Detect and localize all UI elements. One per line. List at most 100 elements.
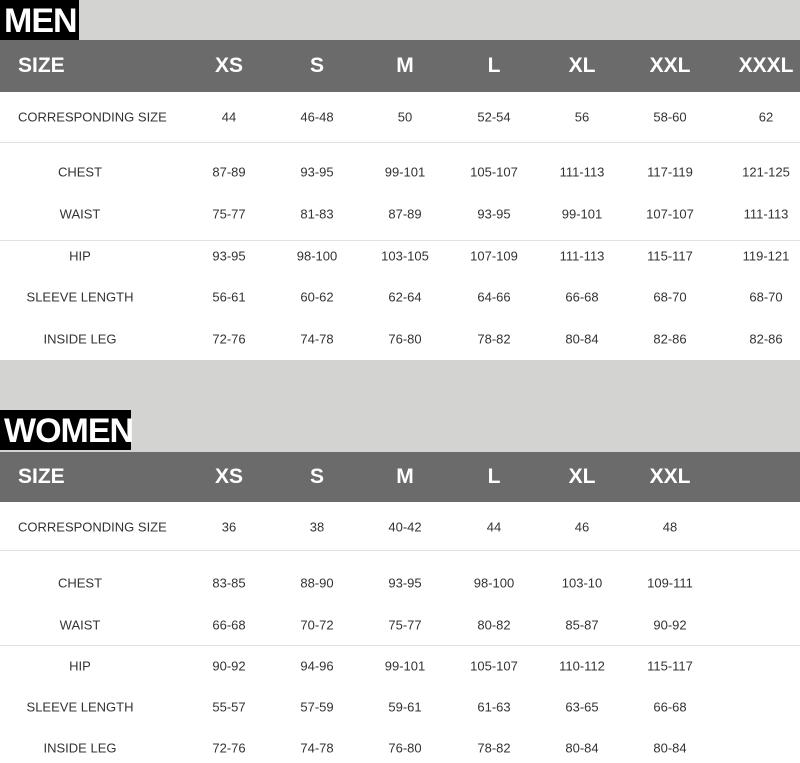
header-cell: XS (214, 465, 244, 488)
table-cell: 82-86 (653, 331, 687, 347)
table-cell: 68-70 (749, 289, 783, 305)
table-cell: 52-54 (477, 109, 511, 125)
table-cell: 64-66 (477, 289, 511, 305)
table-cell: 76-80 (388, 331, 422, 347)
table-cell: 78-82 (477, 740, 511, 756)
table-cell: 80-84 (653, 740, 687, 756)
table-cell: 93-95 (388, 575, 422, 591)
table-cell: 50 (397, 109, 413, 125)
table-cell: 40-42 (388, 519, 422, 535)
header-cell: XL (568, 465, 596, 488)
table-cell: 78-82 (477, 331, 511, 347)
table-cell: 117-119 (647, 164, 693, 180)
header-cell: SIZE (18, 54, 65, 77)
header-cell: S (309, 54, 325, 77)
table-body (0, 502, 800, 763)
row-label: CHEST (57, 575, 103, 591)
table-cell: 80-84 (565, 740, 599, 756)
table-cell: 111-113 (559, 164, 605, 180)
table-cell: 107-107 (646, 206, 694, 222)
table-cell: 107-109 (470, 248, 518, 264)
table-cell: 59-61 (388, 699, 422, 715)
table-cell: 121-125 (742, 164, 790, 180)
header-cell: XXL (649, 54, 691, 77)
table-cell: 58-60 (653, 109, 687, 125)
table-cell: 99-101 (561, 206, 603, 222)
header-cell: XXL (649, 465, 691, 488)
section-title: WOMEN (0, 410, 134, 450)
table-cell: 72-76 (212, 331, 246, 347)
table-cell: 93-95 (477, 206, 511, 222)
table-cell: 66-68 (653, 699, 687, 715)
table-cell: 46 (574, 519, 590, 535)
table-cell: 57-59 (300, 699, 334, 715)
row-label: INSIDE LEG (43, 331, 117, 347)
table-cell: 82-86 (749, 331, 783, 347)
header-cell: SIZE (18, 465, 65, 488)
table-cell: 94-96 (300, 658, 334, 674)
row-label: HIP (69, 658, 91, 674)
table-cell: 62-64 (388, 289, 422, 305)
header-cell: XXXL (738, 54, 794, 77)
table-cell: 103-10 (561, 575, 603, 591)
table-cell: 115-117 (647, 248, 693, 264)
row-separator (0, 240, 800, 241)
table-cell: 66-68 (565, 289, 599, 305)
table-cell: 72-76 (212, 740, 246, 756)
table-cell: 76-80 (388, 740, 422, 756)
row-separator (0, 550, 800, 551)
table-cell: 110-112 (559, 658, 605, 674)
table-cell: 90-92 (212, 658, 246, 674)
table-cell: 98-100 (473, 575, 515, 591)
row-separator (0, 645, 800, 646)
header-cell: XL (568, 54, 596, 77)
table-cell: 38 (309, 519, 325, 535)
table-cell: 80-82 (477, 617, 511, 633)
header-cell: L (487, 54, 501, 77)
table-cell: 36 (221, 519, 237, 535)
header-cell: XS (214, 54, 244, 77)
table-cell: 90-92 (653, 617, 687, 633)
row-label: SLEEVE LENGTH (26, 289, 134, 305)
row-label: CHEST (57, 164, 103, 180)
table-cell: 44 (221, 109, 237, 125)
table-cell: 60-62 (300, 289, 334, 305)
row-label: SLEEVE LENGTH (26, 699, 134, 715)
row-label: HIP (69, 248, 91, 264)
row-label: CORRESPONDING SIZE (18, 519, 167, 535)
table-cell: 75-77 (388, 617, 422, 633)
table-cell: 56 (574, 109, 590, 125)
table-cell: 119-121 (742, 248, 790, 264)
row-label: WAIST (59, 206, 101, 222)
table-cell: 61-63 (477, 699, 511, 715)
table-body (0, 92, 800, 360)
table-cell: 85-87 (565, 617, 599, 633)
table-cell: 75-77 (212, 206, 246, 222)
table-cell: 46-48 (300, 109, 334, 125)
table-cell: 44 (486, 519, 502, 535)
section-title: MEN (0, 0, 79, 40)
row-label: CORRESPONDING SIZE (18, 109, 167, 125)
table-cell: 48 (662, 519, 678, 535)
table-cell: 87-89 (388, 206, 422, 222)
table-cell: 80-84 (565, 331, 599, 347)
table-cell: 83-85 (212, 575, 246, 591)
header-row (0, 452, 800, 502)
table-cell: 99-101 (384, 164, 426, 180)
header-cell: L (487, 465, 501, 488)
table-cell: 70-72 (300, 617, 334, 633)
table-cell: 93-95 (300, 164, 334, 180)
table-cell: 93-95 (212, 248, 246, 264)
table-cell: 74-78 (300, 331, 334, 347)
table-cell: 81-83 (300, 206, 334, 222)
table-cell: 56-61 (212, 289, 246, 305)
header-cell: S (309, 465, 325, 488)
table-cell: 115-117 (647, 658, 693, 674)
table-cell: 68-70 (653, 289, 687, 305)
table-cell: 105-107 (470, 658, 518, 674)
table-cell: 87-89 (212, 164, 246, 180)
row-label: WAIST (59, 617, 101, 633)
table-cell: 109-111 (647, 575, 693, 591)
table-cell: 88-90 (300, 575, 334, 591)
